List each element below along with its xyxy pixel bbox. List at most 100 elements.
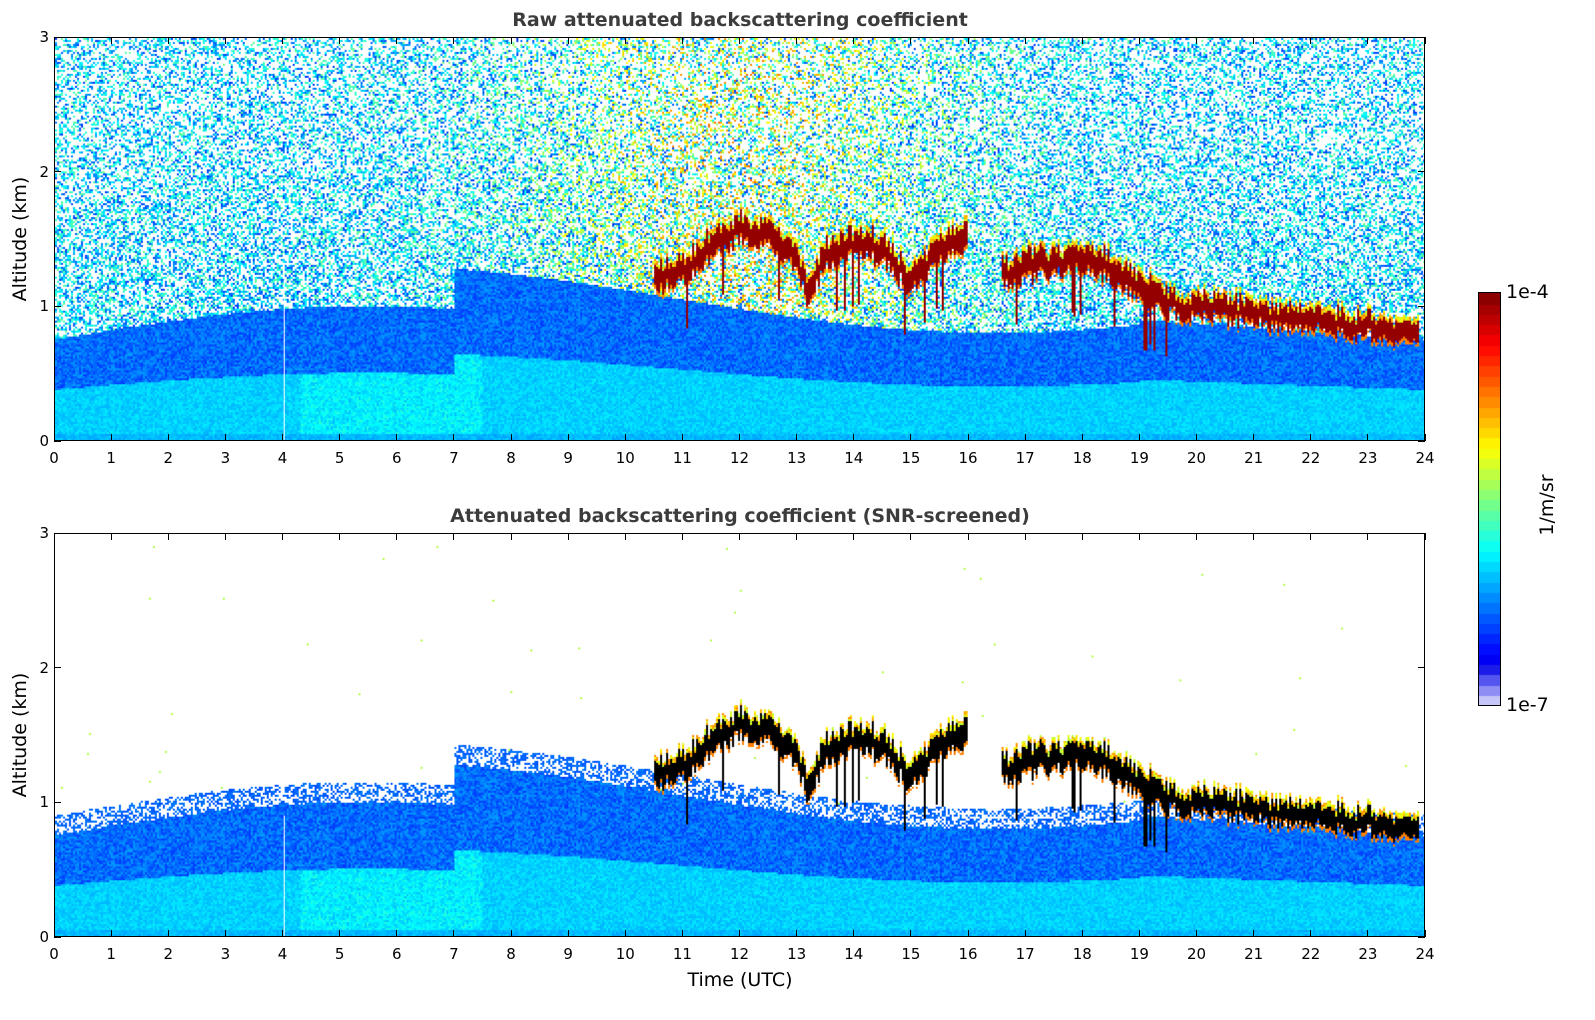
y-tick-label: 3 — [39, 28, 49, 46]
bottom-chart-plot-area — [54, 533, 1425, 937]
x-tick-mark — [396, 930, 398, 937]
x-tick-label: 5 — [334, 945, 345, 963]
top-chart-title: Raw attenuated backscattering coefficien… — [512, 9, 968, 31]
x-tick-mark — [1310, 434, 1312, 441]
x-tick-mark — [967, 930, 969, 937]
x-tick-mark — [967, 434, 969, 441]
y-tick-label: 0 — [39, 432, 49, 450]
x-tick-mark — [1424, 930, 1426, 937]
x-tick-mark — [1424, 434, 1426, 441]
x-tick-mark — [1367, 930, 1369, 937]
x-tick-mark — [453, 533, 455, 540]
y-tick-mark — [1418, 171, 1425, 173]
x-tick-mark — [739, 434, 740, 441]
y-tick-label: 1 — [39, 297, 49, 316]
x-tick-mark — [624, 434, 626, 441]
x-tick-mark — [224, 37, 226, 44]
x-tick-label: 19 — [1129, 945, 1149, 963]
colorbar-unit-label: 1/m/sr — [1536, 474, 1558, 536]
x-tick-label: 15 — [901, 449, 921, 467]
x-tick-label: 4 — [277, 945, 288, 963]
x-tick-mark — [853, 930, 855, 937]
x-tick-label: 3 — [220, 449, 231, 467]
x-tick-mark — [339, 930, 341, 937]
x-tick-label: 14 — [844, 449, 864, 467]
x-tick-mark — [910, 434, 912, 441]
x-tick-mark — [1196, 37, 1197, 44]
x-tick-mark — [1024, 930, 1026, 937]
y-tick-mark — [1418, 936, 1425, 938]
x-tick-label: 7 — [449, 945, 459, 963]
x-tick-mark — [910, 37, 912, 44]
y-tick-mark — [1418, 801, 1425, 803]
x-tick-label: 13 — [787, 449, 807, 467]
x-tick-mark — [681, 533, 683, 540]
y-tick-mark — [1418, 440, 1425, 442]
x-tick-mark — [339, 533, 341, 540]
x-tick-label: 4 — [277, 449, 288, 467]
x-tick-label: 20 — [1186, 945, 1207, 963]
colorbar — [1478, 292, 1501, 706]
x-tick-label: 12 — [729, 945, 750, 963]
x-tick-mark — [1196, 533, 1197, 540]
x-tick-mark — [224, 533, 226, 540]
top-chart-y-axis-label: Altitude (km) — [9, 176, 31, 302]
x-tick-label: 2 — [163, 945, 174, 963]
x-tick-mark — [110, 37, 112, 44]
x-tick-mark — [53, 533, 55, 540]
y-tick-mark — [54, 36, 61, 38]
x-tick-label: 10 — [615, 449, 635, 467]
y-tick-label: 1 — [39, 793, 49, 812]
x-tick-mark — [510, 37, 512, 44]
x-tick-label: 17 — [1015, 449, 1035, 467]
x-tick-mark — [567, 533, 569, 540]
y-tick-label: 2 — [39, 162, 49, 181]
colorbar-gradient — [1479, 293, 1500, 705]
x-tick-mark — [739, 930, 740, 937]
x-tick-mark — [1253, 533, 1255, 540]
x-tick-mark — [53, 930, 55, 937]
x-tick-label: 8 — [506, 945, 516, 963]
x-tick-label: 15 — [901, 945, 921, 963]
x-tick-mark — [1253, 434, 1255, 441]
x-tick-mark — [1253, 930, 1255, 937]
x-tick-label: 23 — [1358, 945, 1378, 963]
x-tick-mark — [110, 434, 112, 441]
x-tick-mark — [510, 930, 512, 937]
x-tick-label: 24 — [1415, 945, 1435, 963]
y-tick-mark — [1418, 667, 1425, 669]
x-tick-mark — [282, 434, 283, 441]
x-tick-label: 18 — [1072, 945, 1092, 963]
x-tick-mark — [167, 37, 169, 44]
x-tick-mark — [739, 37, 740, 44]
colorbar-max-label: 1e-4 — [1506, 281, 1549, 303]
x-tick-mark — [624, 37, 626, 44]
x-tick-label: 9 — [563, 945, 573, 963]
x-tick-label: 16 — [958, 449, 978, 467]
bottom-chart-y-axis-label: Altitude (km) — [9, 672, 31, 798]
x-tick-label: 8 — [506, 449, 516, 467]
x-tick-mark — [110, 930, 112, 937]
y-tick-mark — [54, 440, 61, 442]
x-tick-mark — [853, 533, 855, 540]
x-tick-mark — [1138, 930, 1140, 937]
x-tick-mark — [339, 37, 341, 44]
x-tick-mark — [967, 533, 969, 540]
x-tick-mark — [110, 533, 112, 540]
x-tick-label: 1 — [106, 449, 116, 467]
x-tick-mark — [282, 533, 283, 540]
x-tick-label: 3 — [220, 945, 231, 963]
x-tick-label: 19 — [1129, 449, 1149, 467]
x-tick-mark — [567, 37, 569, 44]
y-tick-mark — [1418, 532, 1425, 534]
x-tick-label: 17 — [1015, 945, 1035, 963]
x-tick-mark — [1024, 37, 1026, 44]
x-tick-mark — [1138, 434, 1140, 441]
top-chart-heatmap — [55, 38, 1424, 440]
x-tick-mark — [396, 533, 398, 540]
x-tick-label: 14 — [844, 945, 864, 963]
x-tick-label: 16 — [958, 945, 978, 963]
x-tick-mark — [1138, 37, 1140, 44]
y-tick-mark — [54, 667, 61, 669]
x-tick-mark — [453, 37, 455, 44]
